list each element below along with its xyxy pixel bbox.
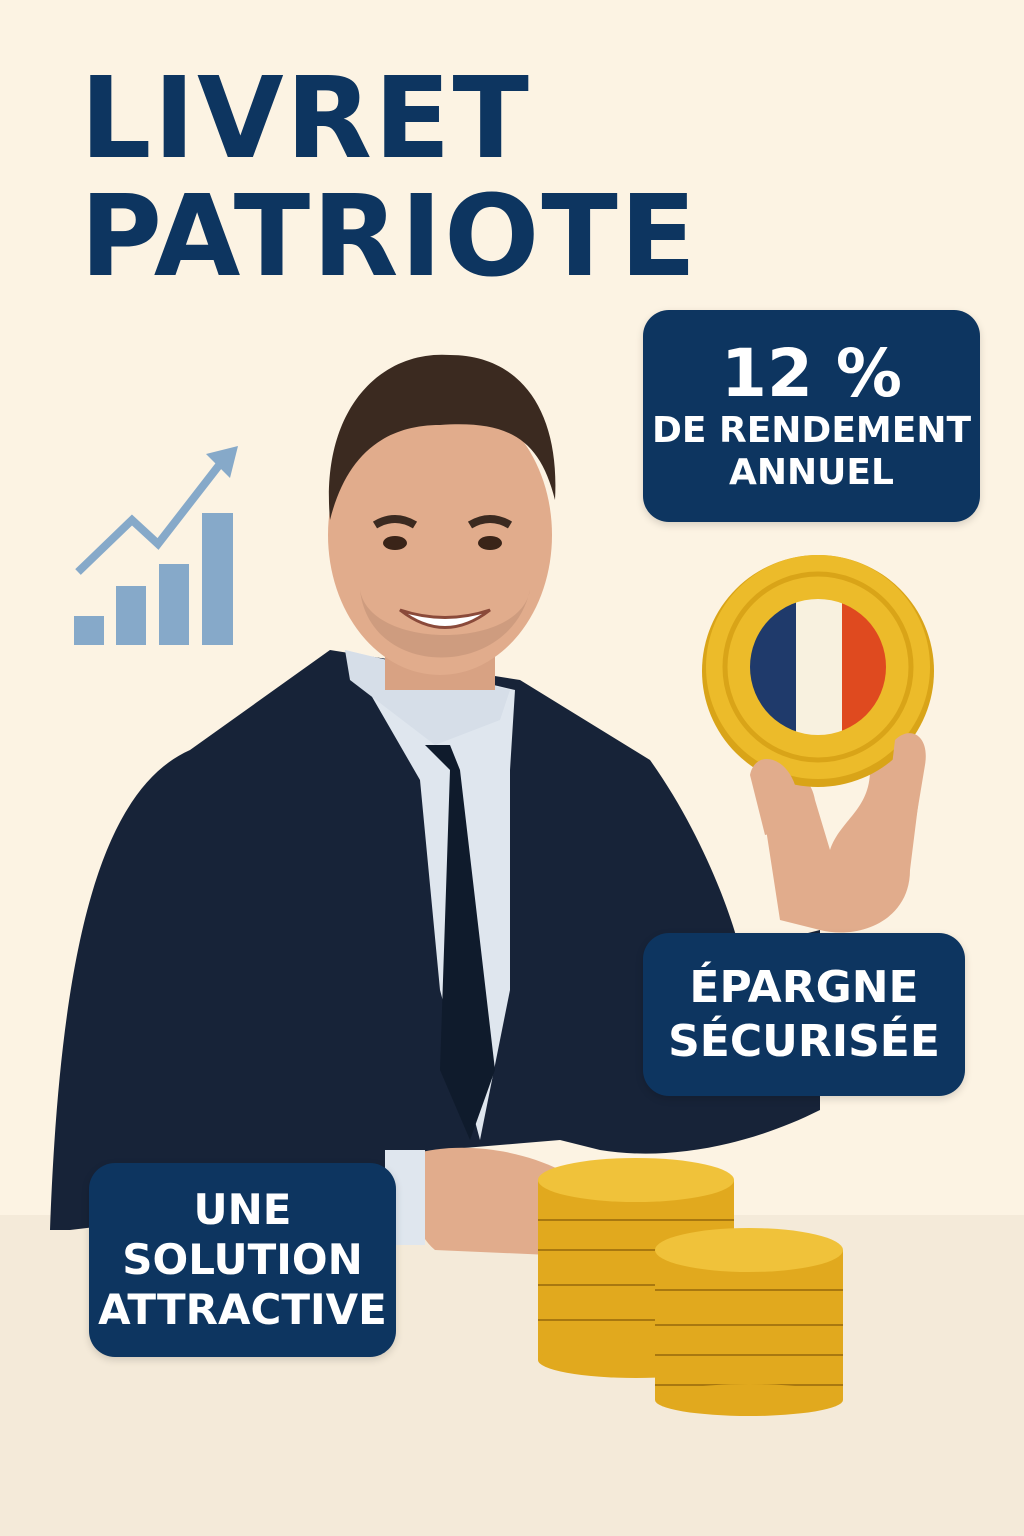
french-flag-coin (702, 555, 934, 787)
solution-line-1: UNE (193, 1185, 292, 1234)
yield-badge: 12 % DE RENDEMENT ANNUEL (643, 310, 980, 522)
savings-badge: ÉPARGNE SÉCURISÉE (643, 933, 965, 1096)
solution-badge: UNE SOLUTION ATTRACTIVE (89, 1163, 396, 1357)
growth-chart-icon (74, 446, 238, 645)
yield-label-line-2: ANNUEL (729, 452, 894, 493)
solution-line-3: ATTRACTIVE (98, 1285, 387, 1334)
page-title: LIVRET PATRIOTE (80, 60, 698, 296)
yield-value: 12 % (721, 335, 902, 412)
title-line-2: PATRIOTE (80, 172, 699, 302)
yield-label-line-1: DE RENDEMENT (651, 410, 972, 451)
title-line-1: LIVRET (80, 54, 531, 184)
solution-line-2: SOLUTION (122, 1235, 363, 1284)
gold-coin-stacks (538, 1158, 843, 1416)
savings-line-2: SÉCURISÉE (668, 1015, 940, 1067)
holding-fingers (750, 733, 926, 835)
savings-line-1: ÉPARGNE (689, 961, 919, 1013)
businessman-illustration (50, 354, 922, 1255)
